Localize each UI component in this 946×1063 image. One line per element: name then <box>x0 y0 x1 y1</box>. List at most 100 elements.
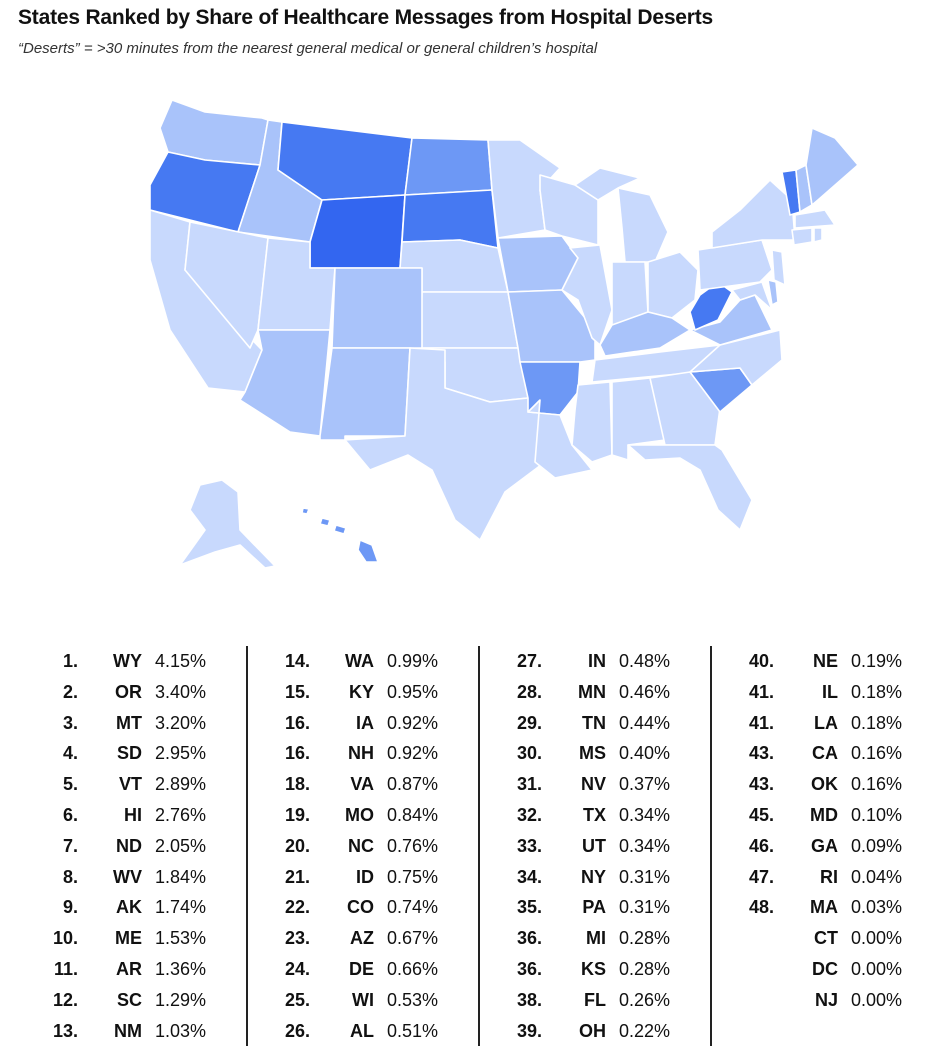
state-HI <box>357 539 379 563</box>
rank-number: 41. <box>748 712 774 733</box>
rank-number: 40. <box>748 651 774 671</box>
state-abbr: ID <box>356 866 374 887</box>
ranking-row: 16. IA 0.92% <box>250 708 478 739</box>
rank-number: 19. <box>284 805 310 825</box>
share-percent: 0.51% <box>387 1020 439 1041</box>
rank-number: 31. <box>516 774 542 795</box>
share-percent: 0.18% <box>851 681 903 702</box>
share-percent: 0.66% <box>387 959 439 979</box>
state-WY <box>309 194 406 269</box>
state-abbr: UT <box>582 835 606 856</box>
share-percent: 0.00% <box>851 928 903 949</box>
share-percent: 0.09% <box>851 835 903 856</box>
share-percent: 0.40% <box>619 743 671 764</box>
ranking-row: 27. IN 0.48% <box>482 646 710 677</box>
rank-number: 10. <box>52 928 78 949</box>
rank-number: 2. <box>62 681 78 702</box>
state-abbr: NV <box>580 774 606 795</box>
share-percent: 4.15% <box>155 651 207 671</box>
state-abbr: SD <box>116 743 142 764</box>
state-MD <box>731 281 773 311</box>
state-abbr: OR <box>115 681 142 702</box>
state-abbr: VT <box>118 774 142 795</box>
state-abbr: LA <box>814 712 838 733</box>
share-percent: 1.74% <box>155 897 207 918</box>
share-percent: 0.34% <box>619 805 671 825</box>
ranking-row: 19. MO 0.84% <box>250 800 478 831</box>
share-percent: 0.00% <box>851 959 903 979</box>
rank-number: 30. <box>516 743 542 764</box>
state-abbr: MA <box>810 897 838 918</box>
state-abbr: MD <box>810 805 838 825</box>
state-abbr: CO <box>347 897 374 918</box>
ranking-row: 43. OK 0.16% <box>714 769 942 800</box>
state-abbr: NC <box>348 835 374 856</box>
state-abbr: OH <box>579 1020 606 1041</box>
ranking-row: 18. VA 0.87% <box>250 769 478 800</box>
rank-number: 8. <box>62 866 78 887</box>
share-percent: 0.34% <box>619 835 671 856</box>
share-percent: 3.20% <box>155 712 207 733</box>
state-abbr: ND <box>116 835 142 856</box>
ranking-row: 3. MT 3.20% <box>18 708 246 739</box>
share-percent: 0.28% <box>619 928 671 949</box>
share-percent: 0.03% <box>851 897 903 918</box>
state-abbr: GA <box>811 835 838 856</box>
share-percent: 3.40% <box>155 681 207 702</box>
ranking-row: 47. RI 0.04% <box>714 862 942 893</box>
share-percent: 0.28% <box>619 959 671 979</box>
share-percent: 0.10% <box>851 805 903 825</box>
ranking-row: 43. CA 0.16% <box>714 738 942 769</box>
us-choropleth-map <box>149 99 859 569</box>
ranking-column: 1. WY 4.15% 2. OR 3.40% 3. MT 3.20% 4. SD 2.95% 5. VT… <box>18 646 246 1046</box>
rank-number: 16. <box>284 712 310 733</box>
state-abbr: WA <box>345 651 374 671</box>
state-OH <box>647 251 699 319</box>
state-MO <box>507 289 596 363</box>
share-percent: 0.19% <box>851 651 903 671</box>
share-percent: 0.16% <box>851 743 903 764</box>
ranking-row: 8. WV 1.84% <box>18 862 246 893</box>
state-WV <box>689 281 733 331</box>
ranking-row: 45. MD 0.10% <box>714 800 942 831</box>
state-abbr: RI <box>820 866 838 887</box>
state-abbr: AL <box>350 1020 374 1041</box>
ranking-row: 15. KY 0.95% <box>250 677 478 708</box>
state-abbr: AZ <box>350 928 374 949</box>
state-KY <box>599 311 691 357</box>
state-abbr: DE <box>348 959 374 979</box>
share-percent: 0.67% <box>387 928 439 949</box>
rank-number: 47. <box>748 866 774 887</box>
rank-number: 38. <box>516 989 542 1010</box>
ranking-row: 9. AK 1.74% <box>18 892 246 923</box>
rank-number: 12. <box>52 989 78 1010</box>
rank-number: 23. <box>284 928 310 949</box>
ranking-row: 32. TX 0.34% <box>482 800 710 831</box>
rank-number: 36. <box>516 928 542 949</box>
state-CO <box>331 267 423 349</box>
column-divider <box>246 646 248 1046</box>
state-HI-small2 <box>333 524 347 535</box>
rank-number: 7. <box>62 835 78 856</box>
ranking-row: 46. GA 0.09% <box>714 831 942 862</box>
ranking-row: 6. HI 2.76% <box>18 800 246 831</box>
state-GA <box>649 371 721 446</box>
share-percent: 0.31% <box>619 897 671 918</box>
state-abbr: WI <box>352 989 374 1010</box>
rank-number: 29. <box>516 712 542 733</box>
share-percent: 0.74% <box>387 897 439 918</box>
ranking-row: NJ 0.00% <box>714 985 942 1016</box>
rank-number: 22. <box>284 897 310 918</box>
page-title: States Ranked by Share of Healthcare Mes… <box>18 6 714 29</box>
state-LA <box>527 399 593 479</box>
page-subtitle: “Deserts” = >30 minutes from the nearest… <box>18 40 598 57</box>
state-abbr: NM <box>114 1020 142 1041</box>
share-percent: 0.76% <box>387 835 439 856</box>
state-TX <box>344 347 546 541</box>
ranking-row: 16. NH 0.92% <box>250 738 478 769</box>
state-NV <box>184 221 269 349</box>
share-percent: 0.00% <box>851 989 903 1010</box>
ranking-row: 41. LA 0.18% <box>714 708 942 739</box>
ranking-row: 48. MA 0.03% <box>714 892 942 923</box>
state-HI-small3 <box>301 507 310 515</box>
